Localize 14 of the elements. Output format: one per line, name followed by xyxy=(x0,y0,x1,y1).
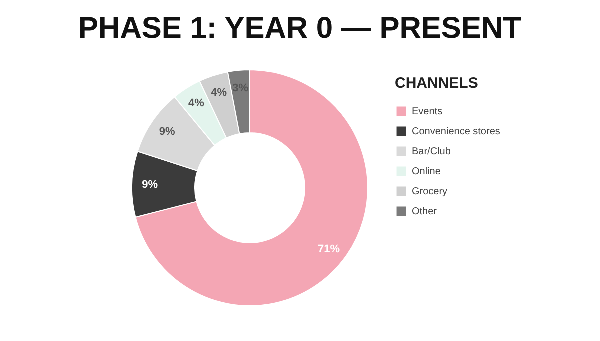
data-label: 71% xyxy=(318,243,340,256)
legend-title: CHANNELS xyxy=(395,75,478,92)
data-label: 9% xyxy=(159,126,176,138)
legend-label: Other xyxy=(412,206,438,218)
legend-label: Events xyxy=(412,106,443,118)
data-label: 4% xyxy=(188,98,205,110)
donut-slice xyxy=(135,70,368,306)
legend-label: Bar/Club xyxy=(412,146,452,158)
legend-label: Convenience stores xyxy=(412,126,500,138)
legend-label: Grocery xyxy=(412,186,448,198)
chart-title: PHASE 1: YEAR 0 — PRESENT xyxy=(78,12,522,45)
legend-label: Online xyxy=(412,166,442,178)
data-label: 4% xyxy=(211,86,228,99)
data-label: 9% xyxy=(142,178,158,191)
